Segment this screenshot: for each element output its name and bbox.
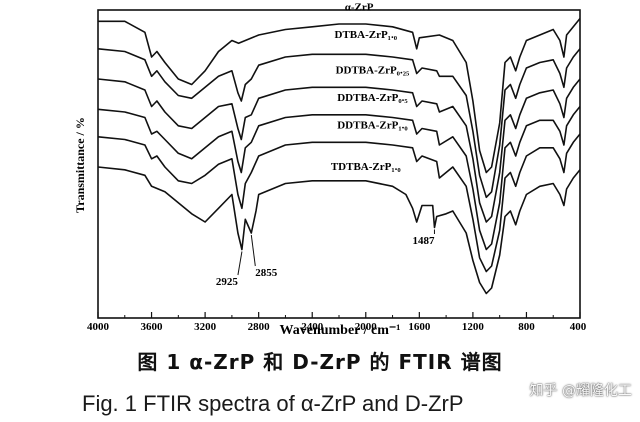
- ftir-chart: α-ZrP DTBA-ZrP₁.₀ DDTBA-ZrP₀.₂₅ DDTBA-ZrP₀.…: [73, 1, 587, 338]
- series-line: [97, 78, 581, 223]
- x-tick-label: 2800: [248, 321, 271, 333]
- x-tick-label: 1200: [462, 321, 485, 333]
- spectra-curves: [97, 17, 581, 295]
- series-label: TDTBA-ZrP₁.₀: [331, 161, 402, 173]
- x-axis-label: Wavenumber / cm⁻¹: [280, 323, 401, 338]
- x-tick-label: 800: [518, 321, 535, 333]
- x-tick-label: 2400: [301, 321, 324, 333]
- peak-label: 2925: [216, 276, 239, 288]
- series-line: [98, 17, 581, 174]
- annotation-leader: [250, 234, 256, 267]
- series-label: DDTBA-ZrP₀.₅: [337, 92, 408, 104]
- x-tick-label: 4000: [87, 321, 110, 333]
- series-labels: α-ZrP DTBA-ZrP₁.₀ DDTBA-ZrP₀.₂₅ DDTBA-ZrP₀.…: [331, 1, 410, 173]
- series-label: α-ZrP: [345, 1, 374, 13]
- watermark: 知乎 @耀隆化工: [529, 383, 632, 399]
- figure-caption-english: Fig. 1 FTIR spectra of α-ZrP and D-ZrP: [82, 391, 464, 416]
- series-label: DDTBA-ZrP₀.₂₅: [336, 65, 410, 77]
- peak-label: 1487: [412, 235, 435, 247]
- peak-annotations: 2925 2855 1487: [216, 229, 435, 288]
- annotation-leader: [237, 251, 243, 276]
- series-label: DDTBA-ZrP₁.₀: [337, 120, 408, 132]
- x-tick-label: 3600: [141, 321, 164, 333]
- y-axis-label: Transmittance / %: [73, 117, 87, 213]
- x-tick-label: 400: [570, 321, 587, 333]
- series-line: [97, 133, 581, 273]
- x-tick-label: 3200: [194, 321, 217, 333]
- series-line: [97, 105, 581, 251]
- x-axis-ticks: 4000 3600 3200 2800 2400 2000 1600 1200 800 400: [87, 312, 587, 333]
- series-label: DTBA-ZrP₁.₀: [335, 29, 398, 41]
- figure-caption-chinese: 图 1 α-ZrP 和 D-ZrP 的 FTIR 谱图: [137, 350, 503, 374]
- series-line: [97, 166, 581, 295]
- series-line: [97, 48, 581, 199]
- peak-label: 2855: [255, 267, 278, 279]
- x-tick-label: 1600: [408, 321, 431, 333]
- x-tick-label: 2000: [355, 321, 378, 333]
